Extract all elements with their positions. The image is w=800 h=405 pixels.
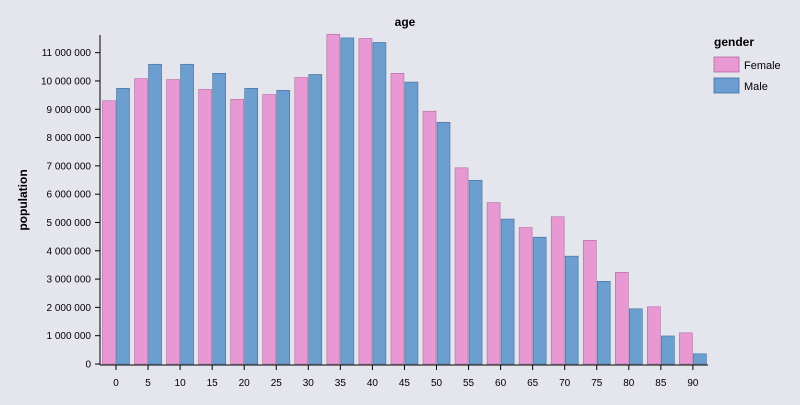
chart-title: age bbox=[395, 15, 416, 29]
bar-male-30 bbox=[308, 74, 323, 365]
x-tick-label: 70 bbox=[559, 378, 571, 389]
bar-female-5 bbox=[134, 78, 148, 365]
y-axis: 0 1 000 000 2 000 000 3 000 000 4 000 000 5 0… bbox=[41, 35, 101, 371]
x-tick-label: 55 bbox=[463, 378, 475, 389]
legend-swatch-female bbox=[713, 56, 740, 73]
bar-female-25 bbox=[262, 94, 277, 365]
x-tick-label: 25 bbox=[271, 378, 283, 389]
bar-male-70 bbox=[564, 255, 579, 365]
y-tick-label: 5 000 000 bbox=[47, 218, 92, 229]
x-tick-label: 5 bbox=[145, 378, 151, 389]
x-tick-label: 45 bbox=[399, 378, 411, 389]
bar-male-75 bbox=[596, 281, 611, 365]
bar-male-25 bbox=[276, 89, 291, 365]
bar-male-55 bbox=[468, 180, 483, 365]
legend-label-male: Male bbox=[744, 81, 768, 93]
bar-female-35 bbox=[326, 33, 341, 365]
legend-title: gender bbox=[714, 35, 754, 49]
y-tick-label: 6 000 000 bbox=[47, 190, 92, 201]
x-tick-label: 0 bbox=[113, 378, 119, 389]
x-tick-label: 50 bbox=[431, 378, 443, 389]
bar-female-60 bbox=[486, 202, 501, 365]
y-tick-label: 0 bbox=[85, 360, 91, 371]
bar-male-65 bbox=[532, 236, 547, 365]
y-tick-label: 10 000 000 bbox=[41, 76, 91, 87]
bar-male-15 bbox=[212, 73, 226, 365]
y-tick-label: 11 000 000 bbox=[42, 48, 92, 59]
bar-female-30 bbox=[294, 77, 309, 365]
bar-male-35 bbox=[340, 37, 355, 365]
y-tick-label: 9 000 000 bbox=[47, 105, 92, 116]
bar-female-40 bbox=[358, 38, 373, 365]
bar-male-40 bbox=[372, 42, 387, 365]
bar-female-50 bbox=[422, 110, 437, 365]
bar-female-0 bbox=[102, 100, 116, 365]
bar-female-55 bbox=[454, 167, 469, 365]
bar-male-5 bbox=[148, 63, 162, 365]
y-tick-label: 4 000 000 bbox=[47, 246, 92, 257]
x-tick-label: 65 bbox=[527, 378, 539, 389]
bar-male-85 bbox=[661, 335, 675, 365]
bar-male-0 bbox=[116, 88, 130, 365]
x-tick-label: 20 bbox=[239, 378, 251, 389]
x-tick-label: 10 bbox=[175, 378, 187, 389]
x-tick-label: 35 bbox=[335, 378, 347, 389]
x-tick-label: 15 bbox=[207, 378, 219, 389]
x-axis: 0 5 10 15 20 25 30 35 40 45 50 55 60 65 70 75 80 85 90 bbox=[100, 364, 708, 389]
legend: gender Female Male bbox=[713, 35, 781, 94]
bar-female-80 bbox=[614, 271, 629, 365]
bar-male-60 bbox=[500, 218, 515, 365]
y-tick-label: 8 000 000 bbox=[47, 133, 92, 144]
bar-male-90 bbox=[693, 353, 707, 365]
x-tick-label: 60 bbox=[495, 378, 507, 389]
x-tick-label: 90 bbox=[687, 378, 699, 389]
x-tick-label: 85 bbox=[655, 378, 667, 389]
bar-female-90 bbox=[679, 332, 693, 365]
bar-female-75 bbox=[582, 240, 597, 365]
x-tick-label: 80 bbox=[623, 378, 635, 389]
bar-female-45 bbox=[390, 73, 405, 365]
x-tick-label: 40 bbox=[367, 378, 379, 389]
x-tick-label: 30 bbox=[303, 378, 315, 389]
legend-swatch-male bbox=[713, 77, 740, 94]
bars bbox=[102, 33, 707, 365]
bar-male-20 bbox=[244, 88, 258, 365]
y-axis-label: population bbox=[16, 169, 30, 230]
bar-female-20 bbox=[230, 99, 244, 365]
y-tick-label: 3 000 000 bbox=[47, 275, 92, 286]
legend-label-female: Female bbox=[744, 60, 781, 72]
y-tick-label: 2 000 000 bbox=[47, 303, 92, 314]
x-tick-label: 75 bbox=[591, 378, 603, 389]
bar-female-65 bbox=[518, 227, 533, 365]
y-tick-label: 7 000 000 bbox=[47, 161, 92, 172]
y-tick-label: 1 000 000 bbox=[47, 331, 92, 342]
bar-male-50 bbox=[436, 121, 451, 365]
bar-female-85 bbox=[647, 306, 661, 365]
bar-male-80 bbox=[628, 308, 643, 365]
bar-female-15 bbox=[198, 89, 212, 365]
bar-male-45 bbox=[404, 81, 419, 365]
bar-female-70 bbox=[550, 216, 565, 365]
bar-female-10 bbox=[166, 79, 180, 365]
bar-male-10 bbox=[180, 63, 194, 365]
